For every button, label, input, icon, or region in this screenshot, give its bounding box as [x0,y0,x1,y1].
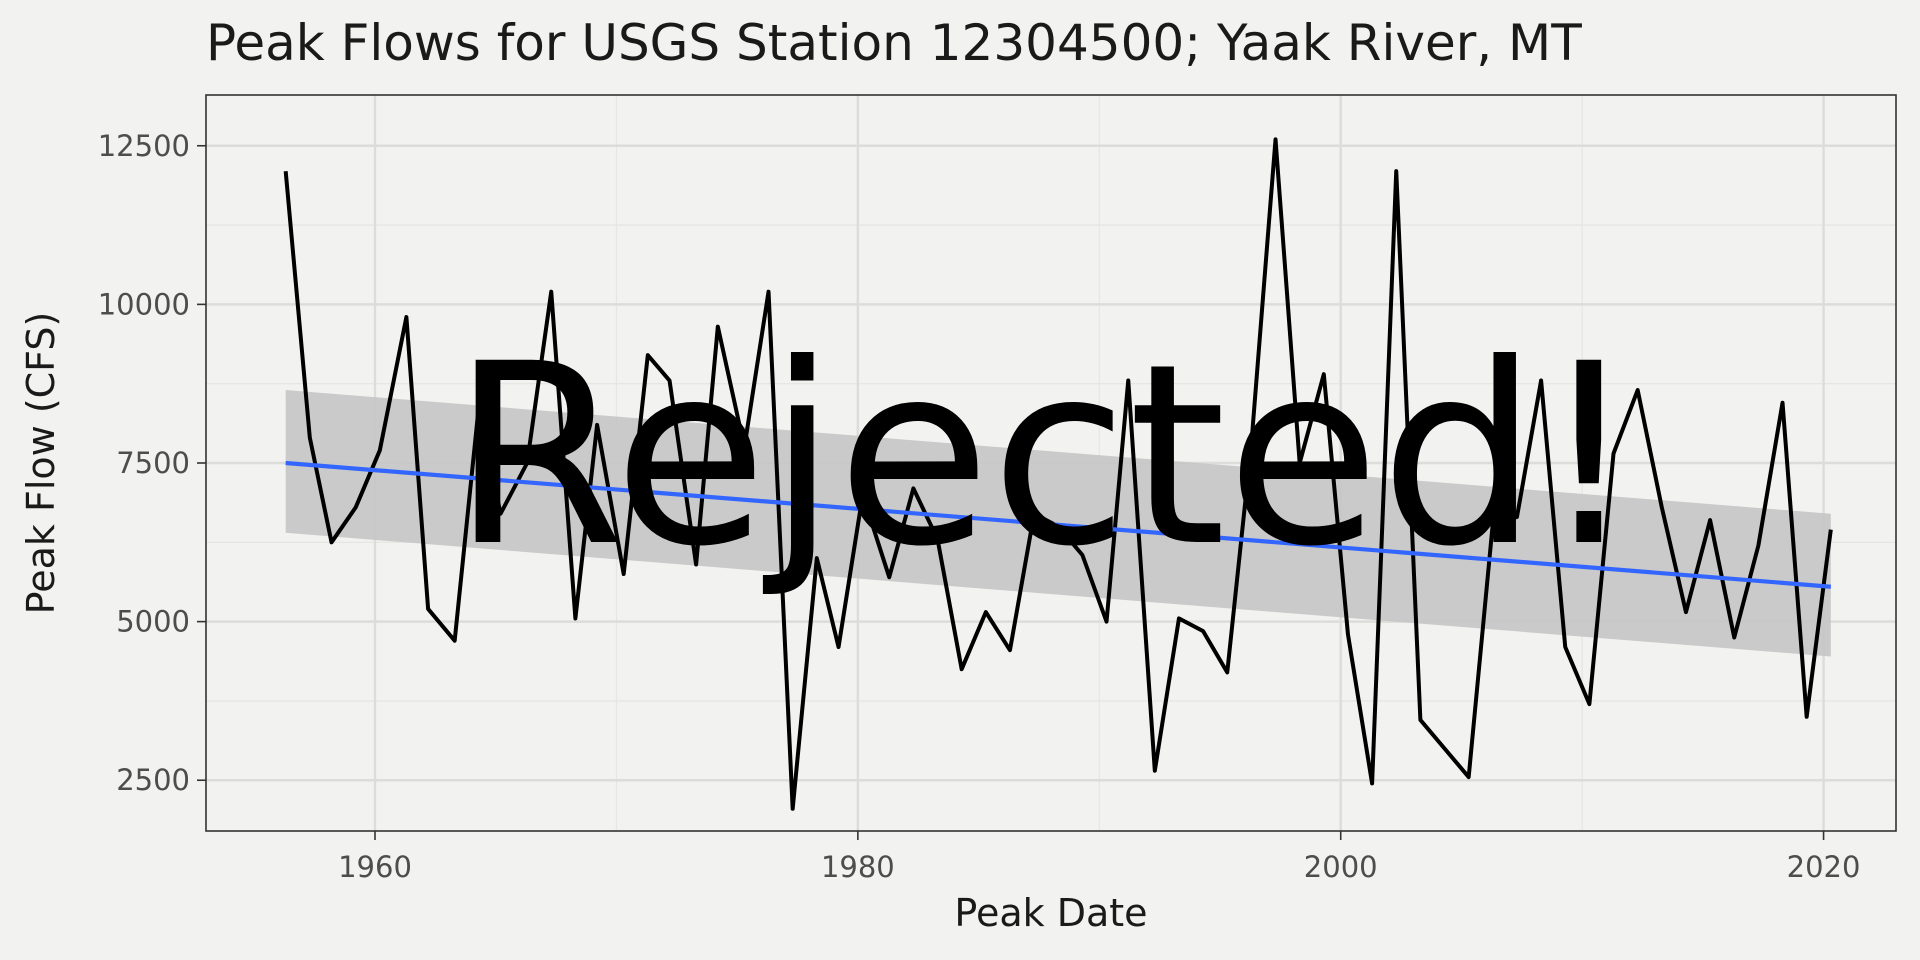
y-tick-label: 12500 [98,129,190,163]
x-tick-label: 2020 [1787,850,1861,884]
x-tick-label: 2000 [1304,850,1378,884]
x-tick-label: 1980 [821,850,895,884]
y-tick-label: 7500 [116,446,190,480]
x-axis-label: Peak Date [954,891,1147,935]
y-tick-label: 2500 [116,763,190,797]
y-tick-label: 5000 [116,605,190,639]
trend-line [285,460,1831,589]
y-axis-label: Peak Flow (CFS) [19,312,63,615]
x-tick-label: 1960 [338,850,412,884]
chart-title: Peak Flows for USGS Station 12304500; Ya… [206,14,1582,72]
series-layer [283,137,1833,811]
axis-ticks: 1960 1980 2000 2020 2500 5000 7500 10000 12500 [98,129,1861,884]
rejected-stamp-text: Rejected! [451,310,1639,601]
y-tick-label: 10000 [98,287,190,321]
